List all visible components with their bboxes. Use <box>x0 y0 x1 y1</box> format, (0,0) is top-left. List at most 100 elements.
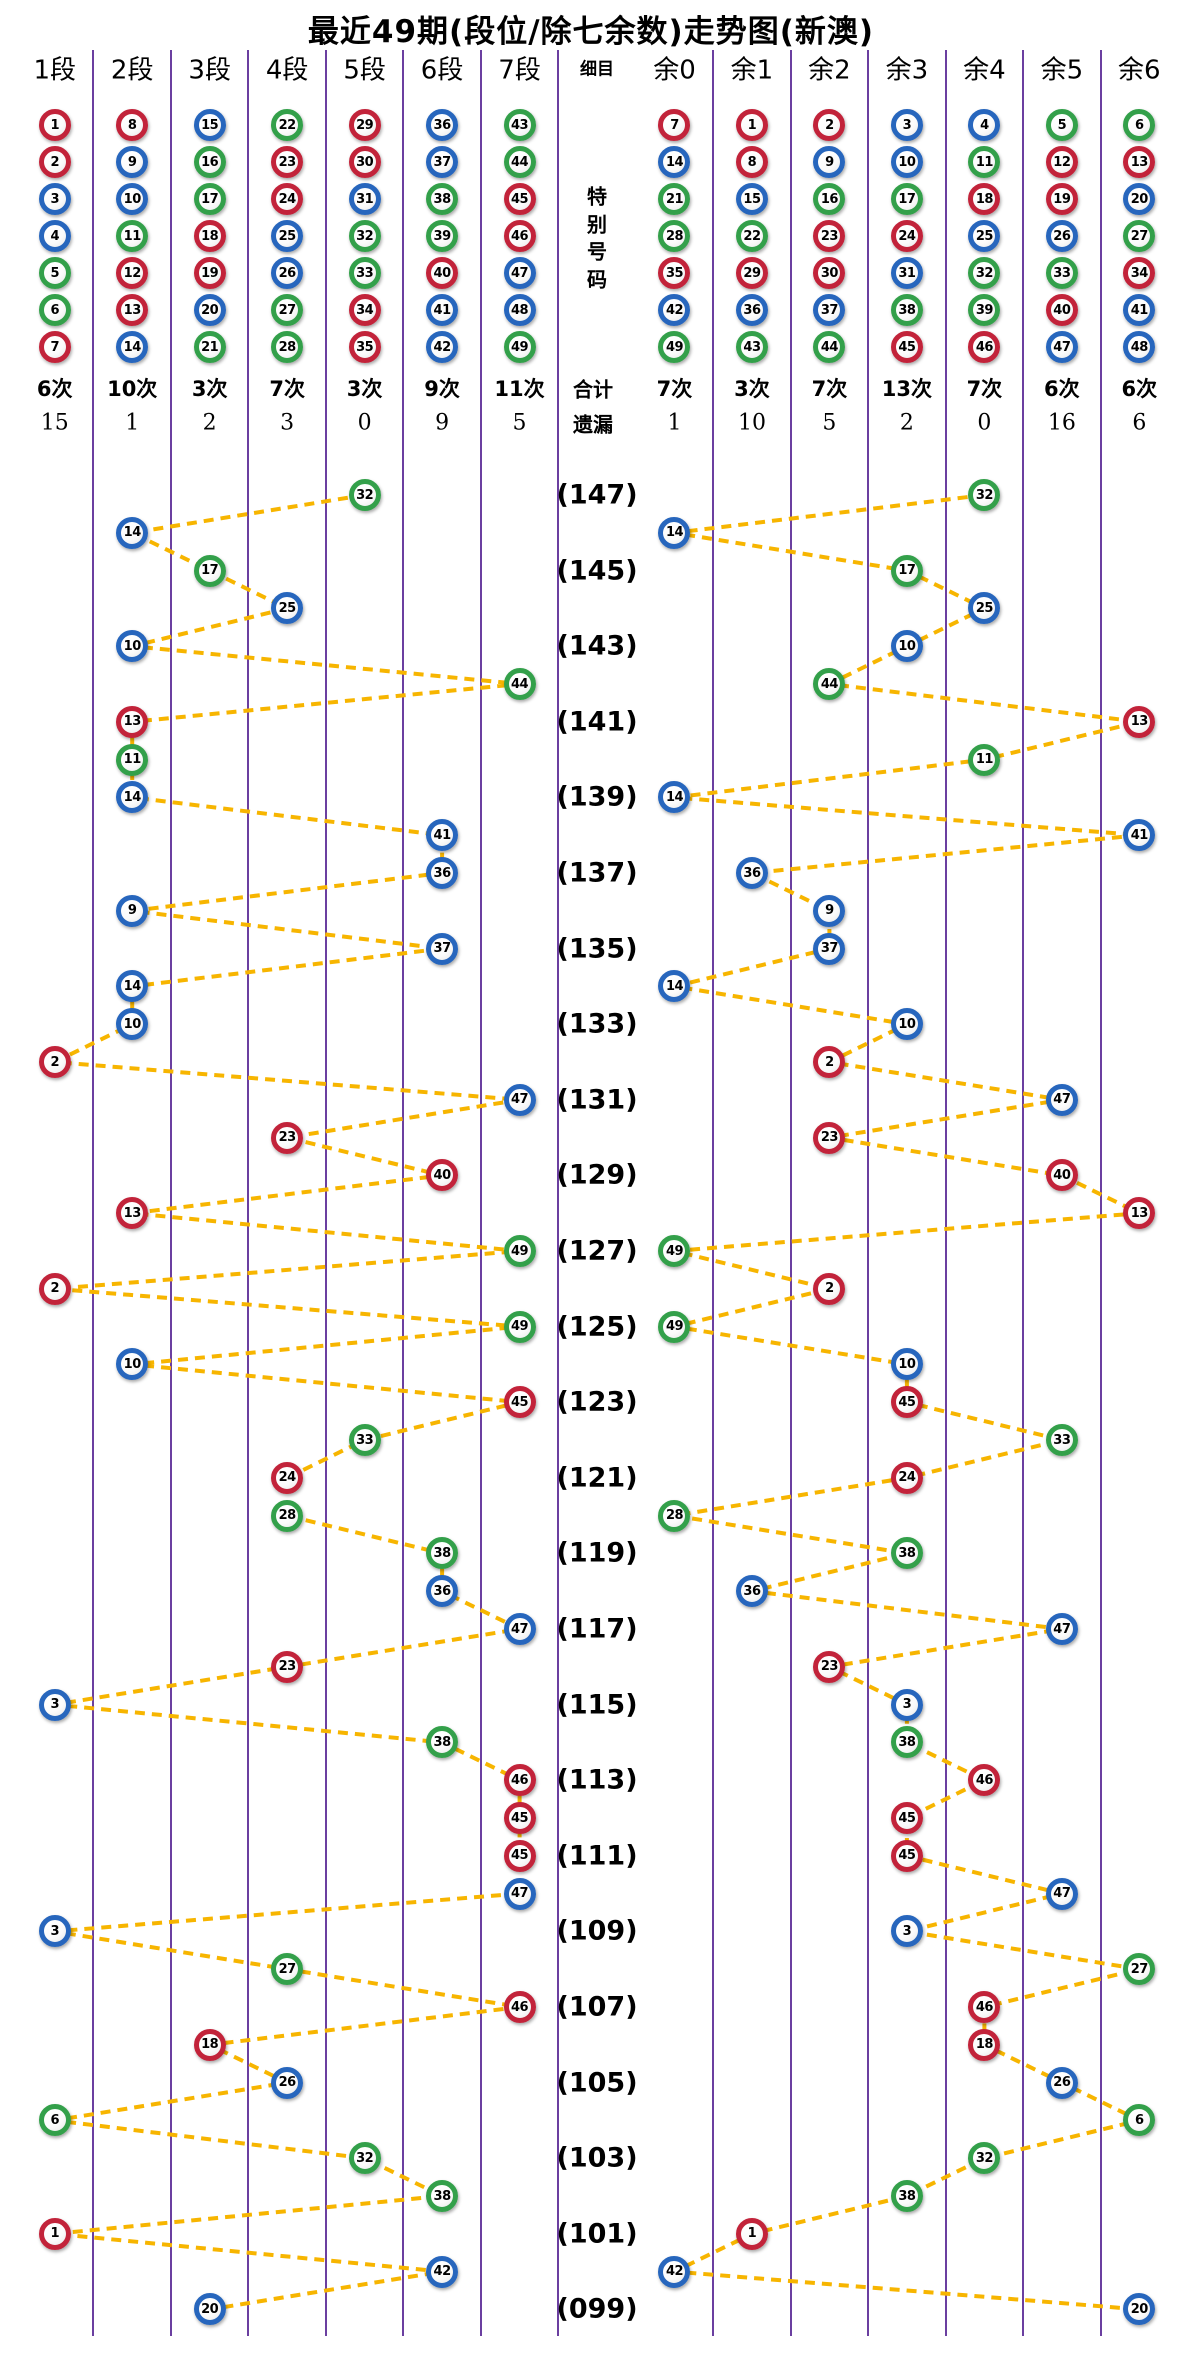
remainder-column-header: 余3 <box>885 55 929 86</box>
ball-36: 36 <box>735 857 768 889</box>
ball-19: 19 <box>193 257 226 289</box>
period-label: (139) <box>556 781 638 813</box>
ball-29: 29 <box>348 109 381 141</box>
ball-40: 40 <box>1045 294 1078 326</box>
ball-15: 15 <box>193 109 226 141</box>
ball-36: 36 <box>735 1575 768 1608</box>
period-label: (131) <box>556 1084 638 1116</box>
ball-35: 35 <box>348 331 381 363</box>
remainder-miss: 2 <box>899 410 914 436</box>
ball-13: 13 <box>116 705 149 738</box>
period-label: (107) <box>556 1991 638 2023</box>
ball-23: 23 <box>271 146 304 178</box>
ball-48: 48 <box>1123 331 1156 363</box>
ball-32: 32 <box>968 2142 1001 2175</box>
ball-14: 14 <box>116 331 149 363</box>
remainder-column-header: 余4 <box>963 55 1006 86</box>
ball-20: 20 <box>193 2293 226 2326</box>
remainder-miss: 16 <box>1047 410 1076 436</box>
ball-28: 28 <box>658 1499 691 1532</box>
ball-17: 17 <box>890 554 923 587</box>
ball-23: 23 <box>813 220 846 252</box>
ball-2: 2 <box>38 1272 71 1305</box>
ball-6: 6 <box>38 2104 71 2137</box>
ball-38: 38 <box>890 1537 923 1570</box>
ball-22: 22 <box>271 109 304 141</box>
ball-24: 24 <box>890 220 923 252</box>
ball-11: 11 <box>968 743 1001 776</box>
ball-8: 8 <box>116 109 149 141</box>
ball-36: 36 <box>426 109 459 141</box>
ball-33: 33 <box>1045 257 1078 289</box>
column-separator-line <box>479 50 482 2336</box>
ball-23: 23 <box>813 1121 846 1154</box>
ball-10: 10 <box>116 1348 149 1381</box>
segment-count: 3次 <box>191 377 228 401</box>
ball-43: 43 <box>503 109 536 141</box>
ball-12: 12 <box>116 257 149 289</box>
ball-13: 13 <box>1123 705 1156 738</box>
ball-27: 27 <box>271 1953 304 1986</box>
column-separator-line <box>324 50 327 2336</box>
ball-45: 45 <box>890 1839 923 1872</box>
ball-13: 13 <box>1123 1197 1156 1230</box>
remainder-count: 6次 <box>1121 377 1158 401</box>
ball-43: 43 <box>735 331 768 363</box>
ball-49: 49 <box>658 331 691 363</box>
ball-47: 47 <box>503 257 536 289</box>
ball-9: 9 <box>116 146 149 178</box>
segment-miss: 9 <box>435 410 450 436</box>
ball-49: 49 <box>503 1310 536 1343</box>
segment-count: 7次 <box>269 377 305 401</box>
period-label: (099) <box>556 2293 638 2325</box>
segment-column-header: 6段 <box>420 55 464 86</box>
ball-11: 11 <box>116 743 149 776</box>
ball-48: 48 <box>503 294 536 326</box>
ball-38: 38 <box>890 2180 923 2212</box>
period-label: (109) <box>556 1915 638 1947</box>
ball-23: 23 <box>271 1650 304 1683</box>
ball-45: 45 <box>503 1802 536 1834</box>
ball-3: 3 <box>38 1688 71 1721</box>
ball-45: 45 <box>890 331 923 363</box>
period-label: (115) <box>556 1689 638 1721</box>
ball-20: 20 <box>193 294 226 326</box>
ball-42: 42 <box>426 2255 459 2288</box>
ball-11: 11 <box>968 146 1001 178</box>
ball-24: 24 <box>271 183 304 215</box>
detail-column-header: 细目 <box>580 59 614 80</box>
ball-46: 46 <box>968 331 1001 363</box>
ball-49: 49 <box>503 1235 536 1267</box>
ball-14: 14 <box>116 516 149 549</box>
page-title: 最近49期(段位/除七余数)走势图(新澳) <box>307 14 875 50</box>
segment-count: 6次 <box>36 377 73 401</box>
remainder-count: 7次 <box>966 377 1003 401</box>
ball-26: 26 <box>1045 2066 1078 2099</box>
ball-49: 49 <box>658 1235 691 1267</box>
remainder-count: 6次 <box>1044 377 1080 401</box>
ball-4: 4 <box>38 220 71 252</box>
ball-25: 25 <box>271 592 304 625</box>
ball-42: 42 <box>658 2255 691 2288</box>
ball-44: 44 <box>813 331 846 363</box>
ball-34: 34 <box>1123 257 1156 289</box>
ball-46: 46 <box>503 1764 536 1797</box>
ball-37: 37 <box>813 294 846 326</box>
ball-3: 3 <box>890 1915 923 1948</box>
ball-10: 10 <box>116 630 149 663</box>
ball-36: 36 <box>735 294 768 326</box>
remainder-miss: 6 <box>1132 410 1147 436</box>
ball-47: 47 <box>503 1877 536 1910</box>
period-label: (117) <box>556 1613 638 1645</box>
period-label: (105) <box>556 2067 638 2099</box>
remainder-column-header: 余0 <box>653 55 696 86</box>
ball-34: 34 <box>348 294 381 326</box>
period-label: (123) <box>556 1386 638 1418</box>
segment-miss: 5 <box>512 410 527 436</box>
ball-41: 41 <box>1123 819 1156 852</box>
ball-35: 35 <box>658 257 691 289</box>
special-label-char: 号 <box>587 239 607 264</box>
remainder-miss: 10 <box>737 410 766 436</box>
ball-47: 47 <box>1045 1877 1078 1910</box>
ball-17: 17 <box>890 183 923 215</box>
